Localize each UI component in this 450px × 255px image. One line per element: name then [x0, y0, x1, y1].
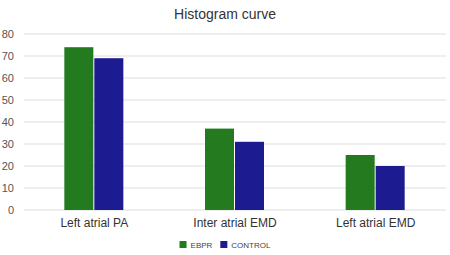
bar	[346, 155, 375, 210]
legend: EBPR CONTROL	[180, 241, 271, 250]
y-tick-label: 10	[2, 182, 14, 194]
x-tick-label: Inter atrial EMD	[193, 216, 277, 230]
bar	[376, 166, 405, 210]
y-tick-label: 60	[2, 72, 14, 84]
bar	[94, 58, 123, 210]
y-tick-label: 20	[2, 160, 14, 172]
y-tick-label: 30	[2, 138, 14, 150]
y-tick-label: 70	[2, 50, 14, 62]
grid-line	[24, 34, 446, 35]
legend-label: CONTROL	[231, 241, 271, 250]
grid	[24, 34, 446, 210]
y-tick-label: 0	[8, 204, 14, 216]
y-tick-label: 40	[2, 116, 14, 128]
legend-label: EBPR	[191, 241, 213, 250]
legend-swatch	[180, 241, 187, 248]
chart-svg: Histogram curve 0 10 20 30 40 50 60 70 80 Left atr…	[0, 0, 450, 255]
chart-container: Histogram curve 0 10 20 30 40 50 60 70 80 Left atr…	[0, 0, 450, 255]
x-tick-label: Left atrial EMD	[336, 216, 416, 230]
legend-swatch	[220, 241, 227, 248]
legend-item: EBPR	[180, 241, 213, 250]
bars	[64, 47, 404, 210]
x-tick-label: Left atrial PA	[60, 216, 128, 230]
y-tick-label: 50	[2, 94, 14, 106]
chart-title: Histogram curve	[174, 6, 276, 22]
legend-item: CONTROL	[220, 241, 271, 250]
bar	[64, 47, 93, 210]
bar	[235, 142, 264, 210]
bar	[205, 129, 234, 210]
y-tick-label: 80	[2, 28, 14, 40]
